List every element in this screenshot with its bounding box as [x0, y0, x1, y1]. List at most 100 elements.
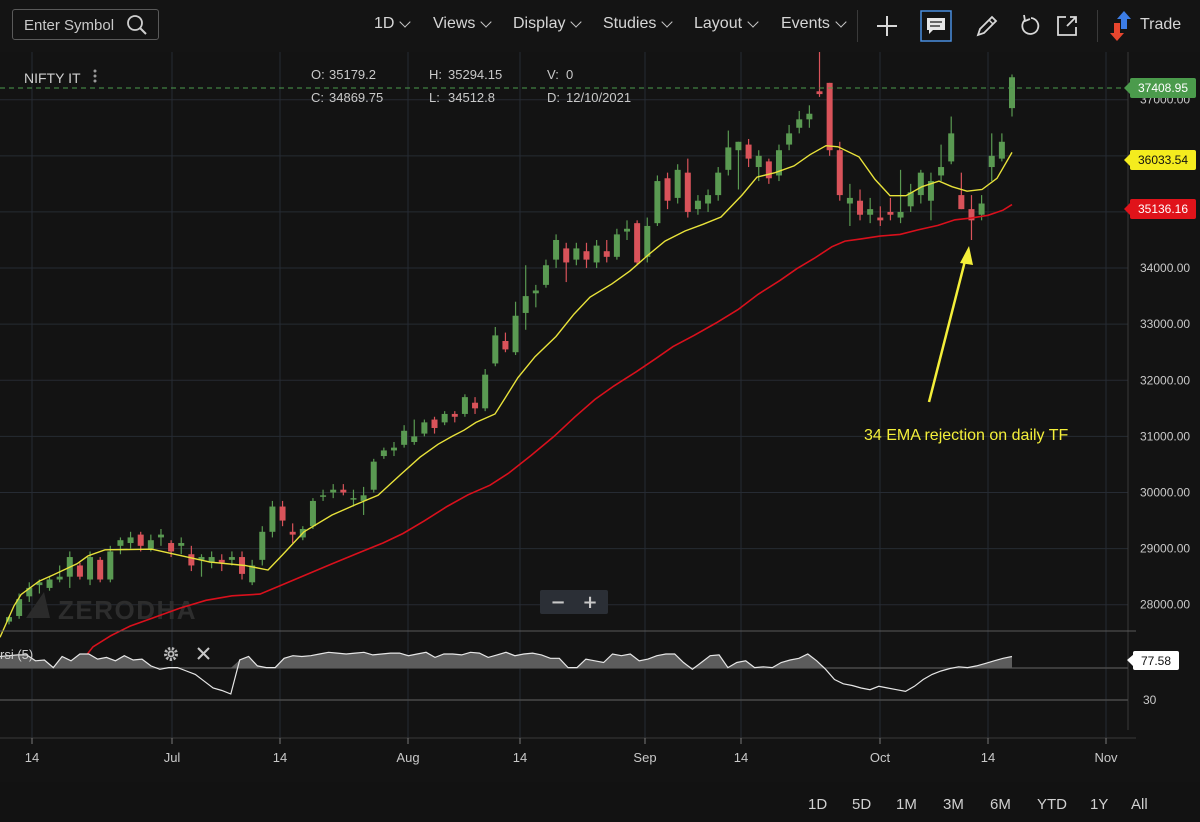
comment-icon[interactable]	[920, 10, 952, 42]
candle-body	[198, 557, 205, 560]
candle-body	[451, 413, 458, 417]
candle-body	[867, 209, 874, 215]
rsi-last-value: 77.58	[1141, 654, 1171, 668]
time-tick-label: Nov	[1094, 750, 1118, 765]
candle-body	[694, 200, 701, 210]
studies-menu-label: Studies	[603, 15, 657, 32]
candle-body	[461, 397, 468, 414]
price-tick-label: 28000.00	[1140, 598, 1190, 612]
candle-body	[664, 178, 671, 201]
candle-body	[583, 251, 590, 260]
low-label: L:	[429, 90, 440, 105]
candle-body	[482, 374, 489, 409]
candle-body	[340, 489, 347, 493]
price-tick-label: 34000.00	[1140, 261, 1190, 275]
toolbar-divider	[857, 10, 858, 42]
display-menu[interactable]: Display	[513, 15, 583, 33]
studies-menu[interactable]: Studies	[603, 15, 674, 33]
candle-body	[401, 430, 408, 445]
zoom-out-button[interactable]: −	[550, 592, 565, 613]
layout-menu[interactable]: Layout	[694, 15, 759, 33]
time-tick-label: Oct	[870, 750, 891, 765]
price-tick-label: 33000.00	[1140, 317, 1190, 331]
candle-body	[512, 315, 519, 353]
range-bar: 1D 5D 1M 3M 6M YTD 1Y All	[0, 782, 1200, 822]
candle-body	[684, 172, 691, 212]
candle-body	[97, 559, 104, 580]
candle-body	[259, 531, 266, 560]
candle-body	[56, 576, 63, 580]
rsi-line	[0, 651, 1013, 695]
range-ytd[interactable]: YTD	[1037, 796, 1067, 813]
candle-body	[1009, 77, 1015, 109]
time-axis: 14 Jul 14 Aug 14 Sep 14 Oct 14 Nov	[25, 738, 1118, 765]
candle-body	[603, 251, 610, 257]
rsi-overbought-fill	[0, 652, 1012, 668]
undo-icon[interactable]	[1015, 11, 1045, 41]
chevron-down-icon	[399, 16, 412, 28]
trade-arrows-icon[interactable]	[1108, 9, 1136, 43]
range-all[interactable]: All	[1131, 796, 1148, 813]
display-menu-label: Display	[513, 15, 566, 32]
time-tick-label: 14	[734, 750, 748, 765]
symbol-options-icon[interactable]	[93, 69, 97, 83]
high-value: 35294.15	[448, 67, 502, 82]
candle-body	[542, 265, 549, 285]
candle-body	[502, 341, 509, 350]
candle-body	[411, 436, 418, 443]
chart-grid	[0, 52, 1128, 738]
range-1y[interactable]: 1Y	[1090, 796, 1109, 813]
candle-body	[775, 150, 782, 176]
range-6m[interactable]: 6M	[990, 796, 1011, 813]
pencil-icon[interactable]	[972, 11, 1002, 41]
candle-body	[441, 413, 448, 423]
range-5d[interactable]: 5D	[852, 796, 872, 813]
trade-button[interactable]: Trade	[1140, 16, 1182, 33]
views-menu[interactable]: Views	[433, 15, 493, 33]
time-tick-label: Aug	[396, 750, 419, 765]
candle-body	[360, 495, 367, 501]
gear-icon[interactable]	[164, 647, 178, 661]
candle-body	[877, 217, 884, 221]
candle-body	[127, 537, 134, 544]
candle-body	[147, 540, 154, 549]
range-1m[interactable]: 1M	[896, 796, 917, 813]
price-tick-label: 30000.00	[1140, 486, 1190, 500]
candle-body	[755, 155, 762, 168]
popout-icon[interactable]	[1052, 11, 1082, 41]
ema-fast-line	[0, 144, 1013, 638]
candle-body	[978, 203, 985, 215]
candle-body	[624, 228, 631, 232]
candle-body	[107, 551, 114, 580]
candle-body	[208, 557, 215, 563]
candle-body	[786, 133, 793, 145]
candle-body	[421, 422, 428, 434]
candle-body	[654, 181, 661, 224]
search-input[interactable]	[13, 10, 136, 41]
close-icon[interactable]	[197, 647, 210, 660]
search-icon[interactable]	[126, 14, 148, 36]
events-menu[interactable]: Events	[781, 15, 847, 33]
price-chart[interactable]: ZERODHA 28000.0029000.0030000.0031000.00…	[0, 52, 1200, 782]
annotation-text: 34 EMA rejection on daily TF	[864, 427, 1068, 444]
symbol-search[interactable]	[12, 9, 159, 41]
candle-body	[87, 557, 94, 580]
candle-body	[178, 543, 185, 546]
open-label: O:	[311, 67, 325, 82]
candle-body	[320, 495, 327, 497]
candle-body	[857, 200, 864, 215]
date-value: 12/10/2021	[566, 90, 631, 105]
candle-body	[907, 192, 914, 207]
candle-body	[826, 82, 833, 151]
ohlc-legend: NIFTY IT O: 35179.2 H: 35294.15 V: 0 C: …	[24, 67, 631, 105]
views-menu-label: Views	[433, 15, 476, 32]
interval-menu[interactable]: 1D	[374, 15, 412, 33]
crosshair-icon[interactable]	[872, 11, 902, 41]
zoom-control: − +	[540, 590, 608, 614]
candle-body	[117, 540, 124, 546]
range-3m[interactable]: 3M	[943, 796, 964, 813]
zoom-in-button[interactable]: +	[582, 592, 597, 613]
candle-body	[735, 141, 742, 151]
candle-body	[958, 195, 965, 210]
range-1d[interactable]: 1D	[808, 796, 828, 813]
